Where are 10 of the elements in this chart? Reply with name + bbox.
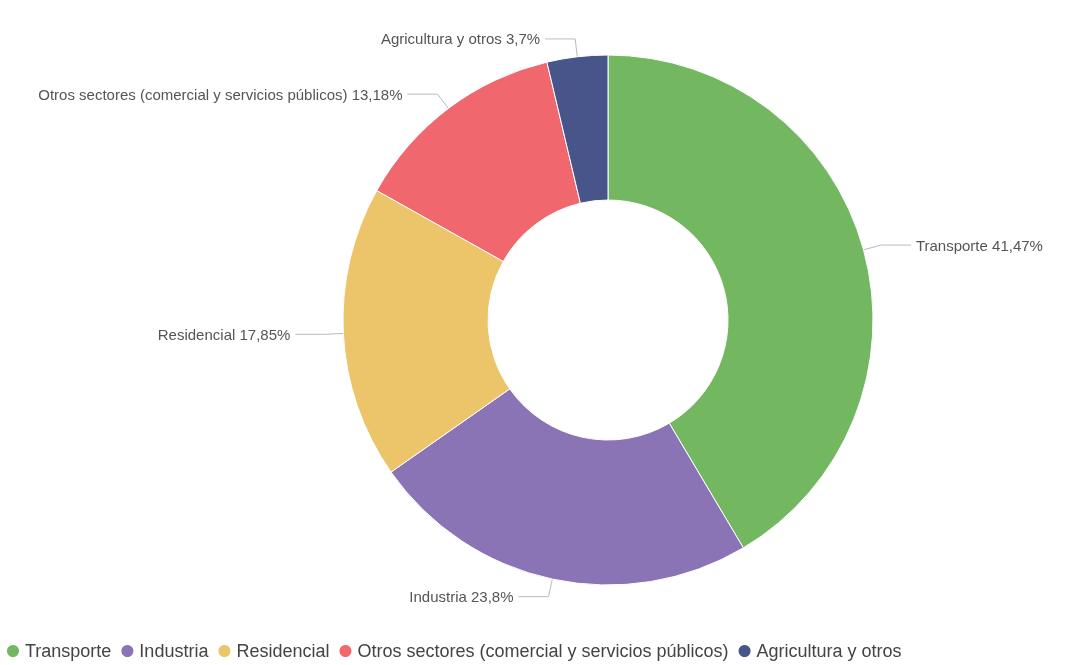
legend-label: Agricultura y otros	[756, 641, 902, 661]
category-label: Agricultura y otros 3,7%	[380, 30, 541, 48]
category-label: Otros sectores (comercial y servicios públicos) 13,18%	[38, 85, 403, 103]
category-label: Transporte 41,47%	[915, 236, 1043, 254]
legend-label: Industria	[139, 641, 210, 661]
legend-label: Residencial	[236, 641, 330, 661]
category-label: Residencial 17,85%	[157, 325, 291, 343]
legend-label: Otros sectores (comercial y servicios públicos)	[357, 641, 729, 661]
category-label: Industria 23,8%	[409, 588, 514, 606]
legend-label: Transporte	[25, 641, 112, 661]
